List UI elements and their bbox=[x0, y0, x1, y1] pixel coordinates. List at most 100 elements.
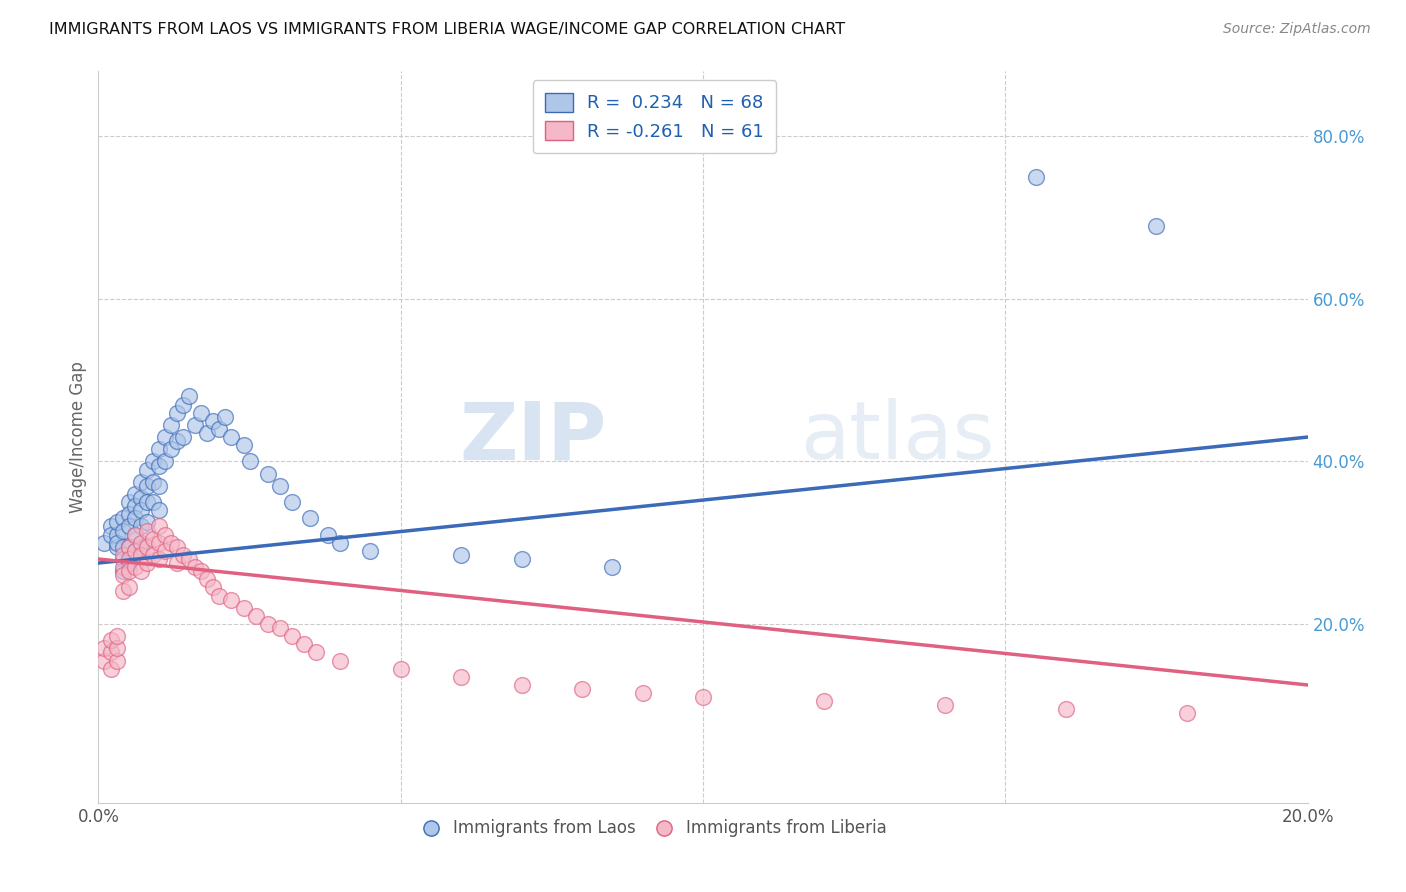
Point bbox=[934, 698, 956, 713]
Point bbox=[153, 430, 176, 444]
Legend: Immigrants from Laos, Immigrants from Liberia: Immigrants from Laos, Immigrants from Li… bbox=[415, 811, 894, 846]
Point bbox=[124, 527, 146, 541]
Point bbox=[256, 617, 278, 632]
Point bbox=[1054, 702, 1077, 716]
Point bbox=[135, 524, 157, 538]
Point bbox=[153, 544, 176, 558]
Point bbox=[239, 454, 262, 468]
Point bbox=[195, 425, 218, 440]
Point bbox=[118, 581, 141, 595]
Point bbox=[269, 479, 291, 493]
Point bbox=[148, 458, 170, 473]
Point bbox=[692, 690, 714, 705]
Point bbox=[142, 495, 165, 509]
Point bbox=[813, 694, 835, 708]
Point bbox=[281, 495, 304, 509]
Point bbox=[510, 678, 533, 692]
Point bbox=[148, 535, 170, 549]
Point bbox=[148, 503, 170, 517]
Point bbox=[135, 556, 157, 570]
Point bbox=[245, 608, 267, 623]
Point bbox=[135, 479, 157, 493]
Point bbox=[389, 662, 412, 676]
Point bbox=[118, 495, 141, 509]
Point bbox=[148, 519, 170, 533]
Point bbox=[105, 527, 128, 541]
Point bbox=[172, 398, 194, 412]
Point bbox=[208, 589, 231, 603]
Point bbox=[269, 621, 291, 635]
Point bbox=[160, 535, 183, 549]
Point bbox=[299, 511, 322, 525]
Point bbox=[100, 527, 122, 541]
Point bbox=[111, 552, 134, 566]
Point bbox=[571, 681, 593, 696]
Point bbox=[602, 560, 624, 574]
Point bbox=[142, 532, 165, 546]
Point bbox=[166, 540, 188, 554]
Point bbox=[160, 417, 183, 432]
Point bbox=[100, 519, 122, 533]
Point bbox=[179, 552, 201, 566]
Point bbox=[135, 462, 157, 476]
Point bbox=[450, 670, 472, 684]
Point bbox=[450, 548, 472, 562]
Point bbox=[111, 540, 134, 554]
Point bbox=[232, 600, 254, 615]
Point bbox=[166, 406, 188, 420]
Point bbox=[148, 552, 170, 566]
Point bbox=[118, 508, 141, 522]
Point bbox=[124, 511, 146, 525]
Point bbox=[93, 535, 115, 549]
Point bbox=[135, 540, 157, 554]
Point bbox=[129, 475, 152, 489]
Point bbox=[93, 641, 115, 656]
Point bbox=[166, 434, 188, 449]
Point bbox=[142, 548, 165, 562]
Point bbox=[316, 527, 339, 541]
Point bbox=[111, 564, 134, 578]
Point bbox=[256, 467, 278, 481]
Point bbox=[105, 540, 128, 554]
Point bbox=[190, 564, 212, 578]
Point bbox=[105, 535, 128, 549]
Point bbox=[148, 479, 170, 493]
Point bbox=[142, 475, 165, 489]
Point bbox=[1175, 706, 1198, 721]
Point bbox=[129, 535, 152, 549]
Point bbox=[281, 629, 304, 643]
Point bbox=[172, 430, 194, 444]
Point bbox=[129, 491, 152, 505]
Point bbox=[111, 568, 134, 582]
Point bbox=[111, 584, 134, 599]
Point bbox=[100, 662, 122, 676]
Point bbox=[111, 560, 134, 574]
Point bbox=[214, 409, 236, 424]
Point bbox=[118, 556, 141, 570]
Point bbox=[221, 430, 243, 444]
Point bbox=[105, 641, 128, 656]
Point bbox=[105, 654, 128, 668]
Text: ZIP: ZIP bbox=[458, 398, 606, 476]
Point bbox=[160, 442, 183, 457]
Point bbox=[129, 540, 152, 554]
Point bbox=[510, 552, 533, 566]
Point bbox=[124, 544, 146, 558]
Point bbox=[118, 552, 141, 566]
Point bbox=[202, 414, 225, 428]
Point bbox=[172, 548, 194, 562]
Point bbox=[135, 495, 157, 509]
Point bbox=[166, 556, 188, 570]
Point bbox=[184, 417, 207, 432]
Point bbox=[232, 438, 254, 452]
Point bbox=[360, 544, 382, 558]
Point bbox=[118, 519, 141, 533]
Point bbox=[179, 389, 201, 403]
Point bbox=[631, 686, 654, 700]
Point bbox=[1024, 169, 1046, 184]
Point bbox=[129, 519, 152, 533]
Point bbox=[124, 527, 146, 541]
Point bbox=[118, 540, 141, 554]
Point bbox=[190, 406, 212, 420]
Point bbox=[111, 524, 134, 538]
